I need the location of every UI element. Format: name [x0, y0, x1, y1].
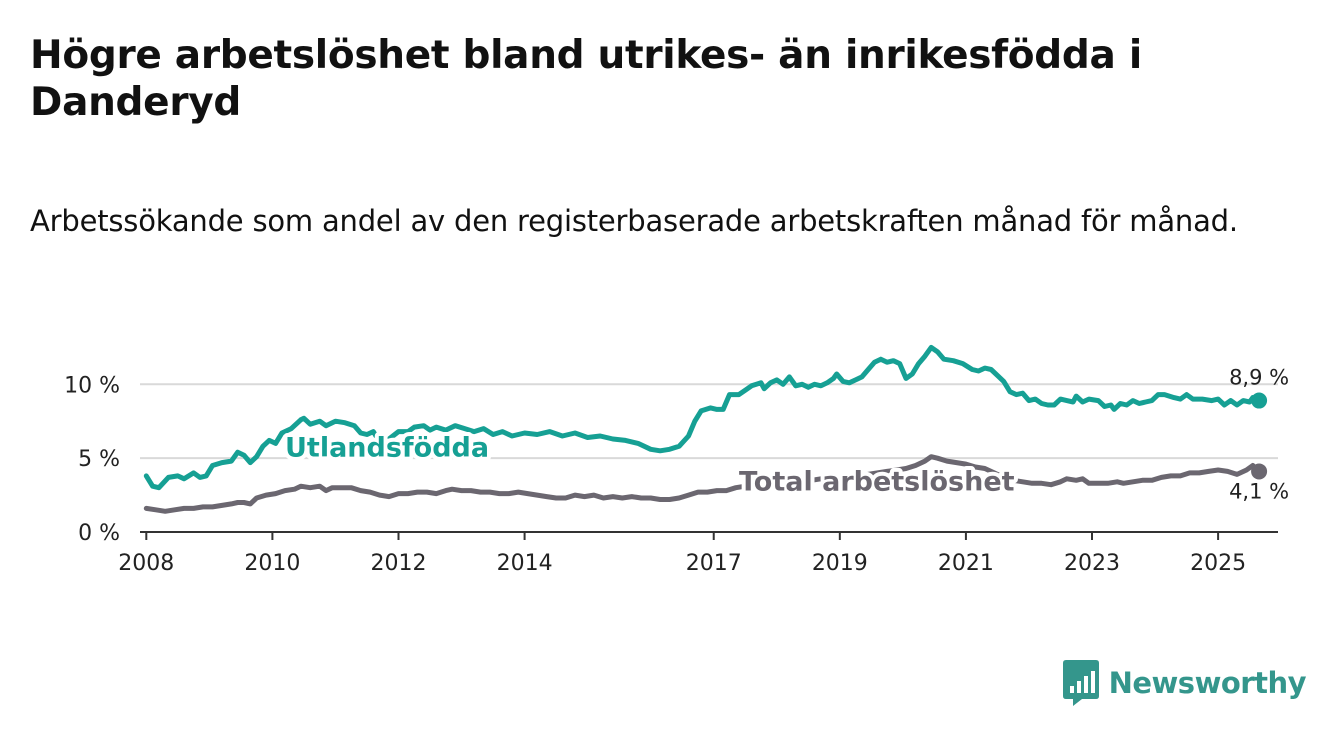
end-value-label: 4,1 %: [1229, 479, 1289, 503]
series-labels: 8,9 % 4,1 % Utlandsfödda Total arbetslöshet: [281, 366, 1289, 504]
y-tick-label: 5 %: [78, 447, 120, 472]
x-tick-label: 2014: [497, 551, 553, 576]
series-line-total-arbetsl-shet: [143, 454, 1262, 514]
x-tick-label: 2017: [686, 551, 742, 576]
newsworthy-logo: Newsworthy: [1062, 660, 1307, 706]
axes: 0 % 5 % 10 % 2008 2010 2012 2014 2017 2019 2021 20…: [64, 373, 1278, 576]
x-tick-label: 2025: [1190, 551, 1246, 576]
gridlines: [140, 383, 1278, 460]
x-tick-label: 2010: [244, 551, 300, 576]
series-label-total-arbetsl-shet: Total arbetslöshet: [739, 466, 1015, 497]
end-value-label: 8,9 %: [1229, 366, 1289, 390]
y-tick-label: 0 %: [78, 521, 120, 546]
end-point-total-arbetsl-shet: [1251, 463, 1268, 480]
bar-chart-logo-icon: [1062, 660, 1099, 706]
chart-title: Högre arbetslöshet bland utrikes- än inr…: [30, 33, 1142, 125]
x-tick-label: 2008: [118, 551, 174, 576]
x-tick-label: 2023: [1064, 551, 1120, 576]
series-label-utlandsf-dda: Utlandsfödda: [285, 432, 489, 463]
brand-name: Newsworthy: [1108, 666, 1307, 700]
y-tick-label: 10 %: [64, 373, 120, 398]
series-line-utlandsf-dda: [143, 344, 1262, 491]
end-point-utlandsf-dda: [1251, 392, 1268, 409]
x-tick-label: 2012: [370, 551, 426, 576]
x-tick-label: 2019: [812, 551, 868, 576]
chart-subtitle: Arbetssökande som andel av den registerb…: [30, 204, 1238, 238]
series-lines: [143, 344, 1268, 514]
x-tick-label: 2021: [938, 551, 994, 576]
